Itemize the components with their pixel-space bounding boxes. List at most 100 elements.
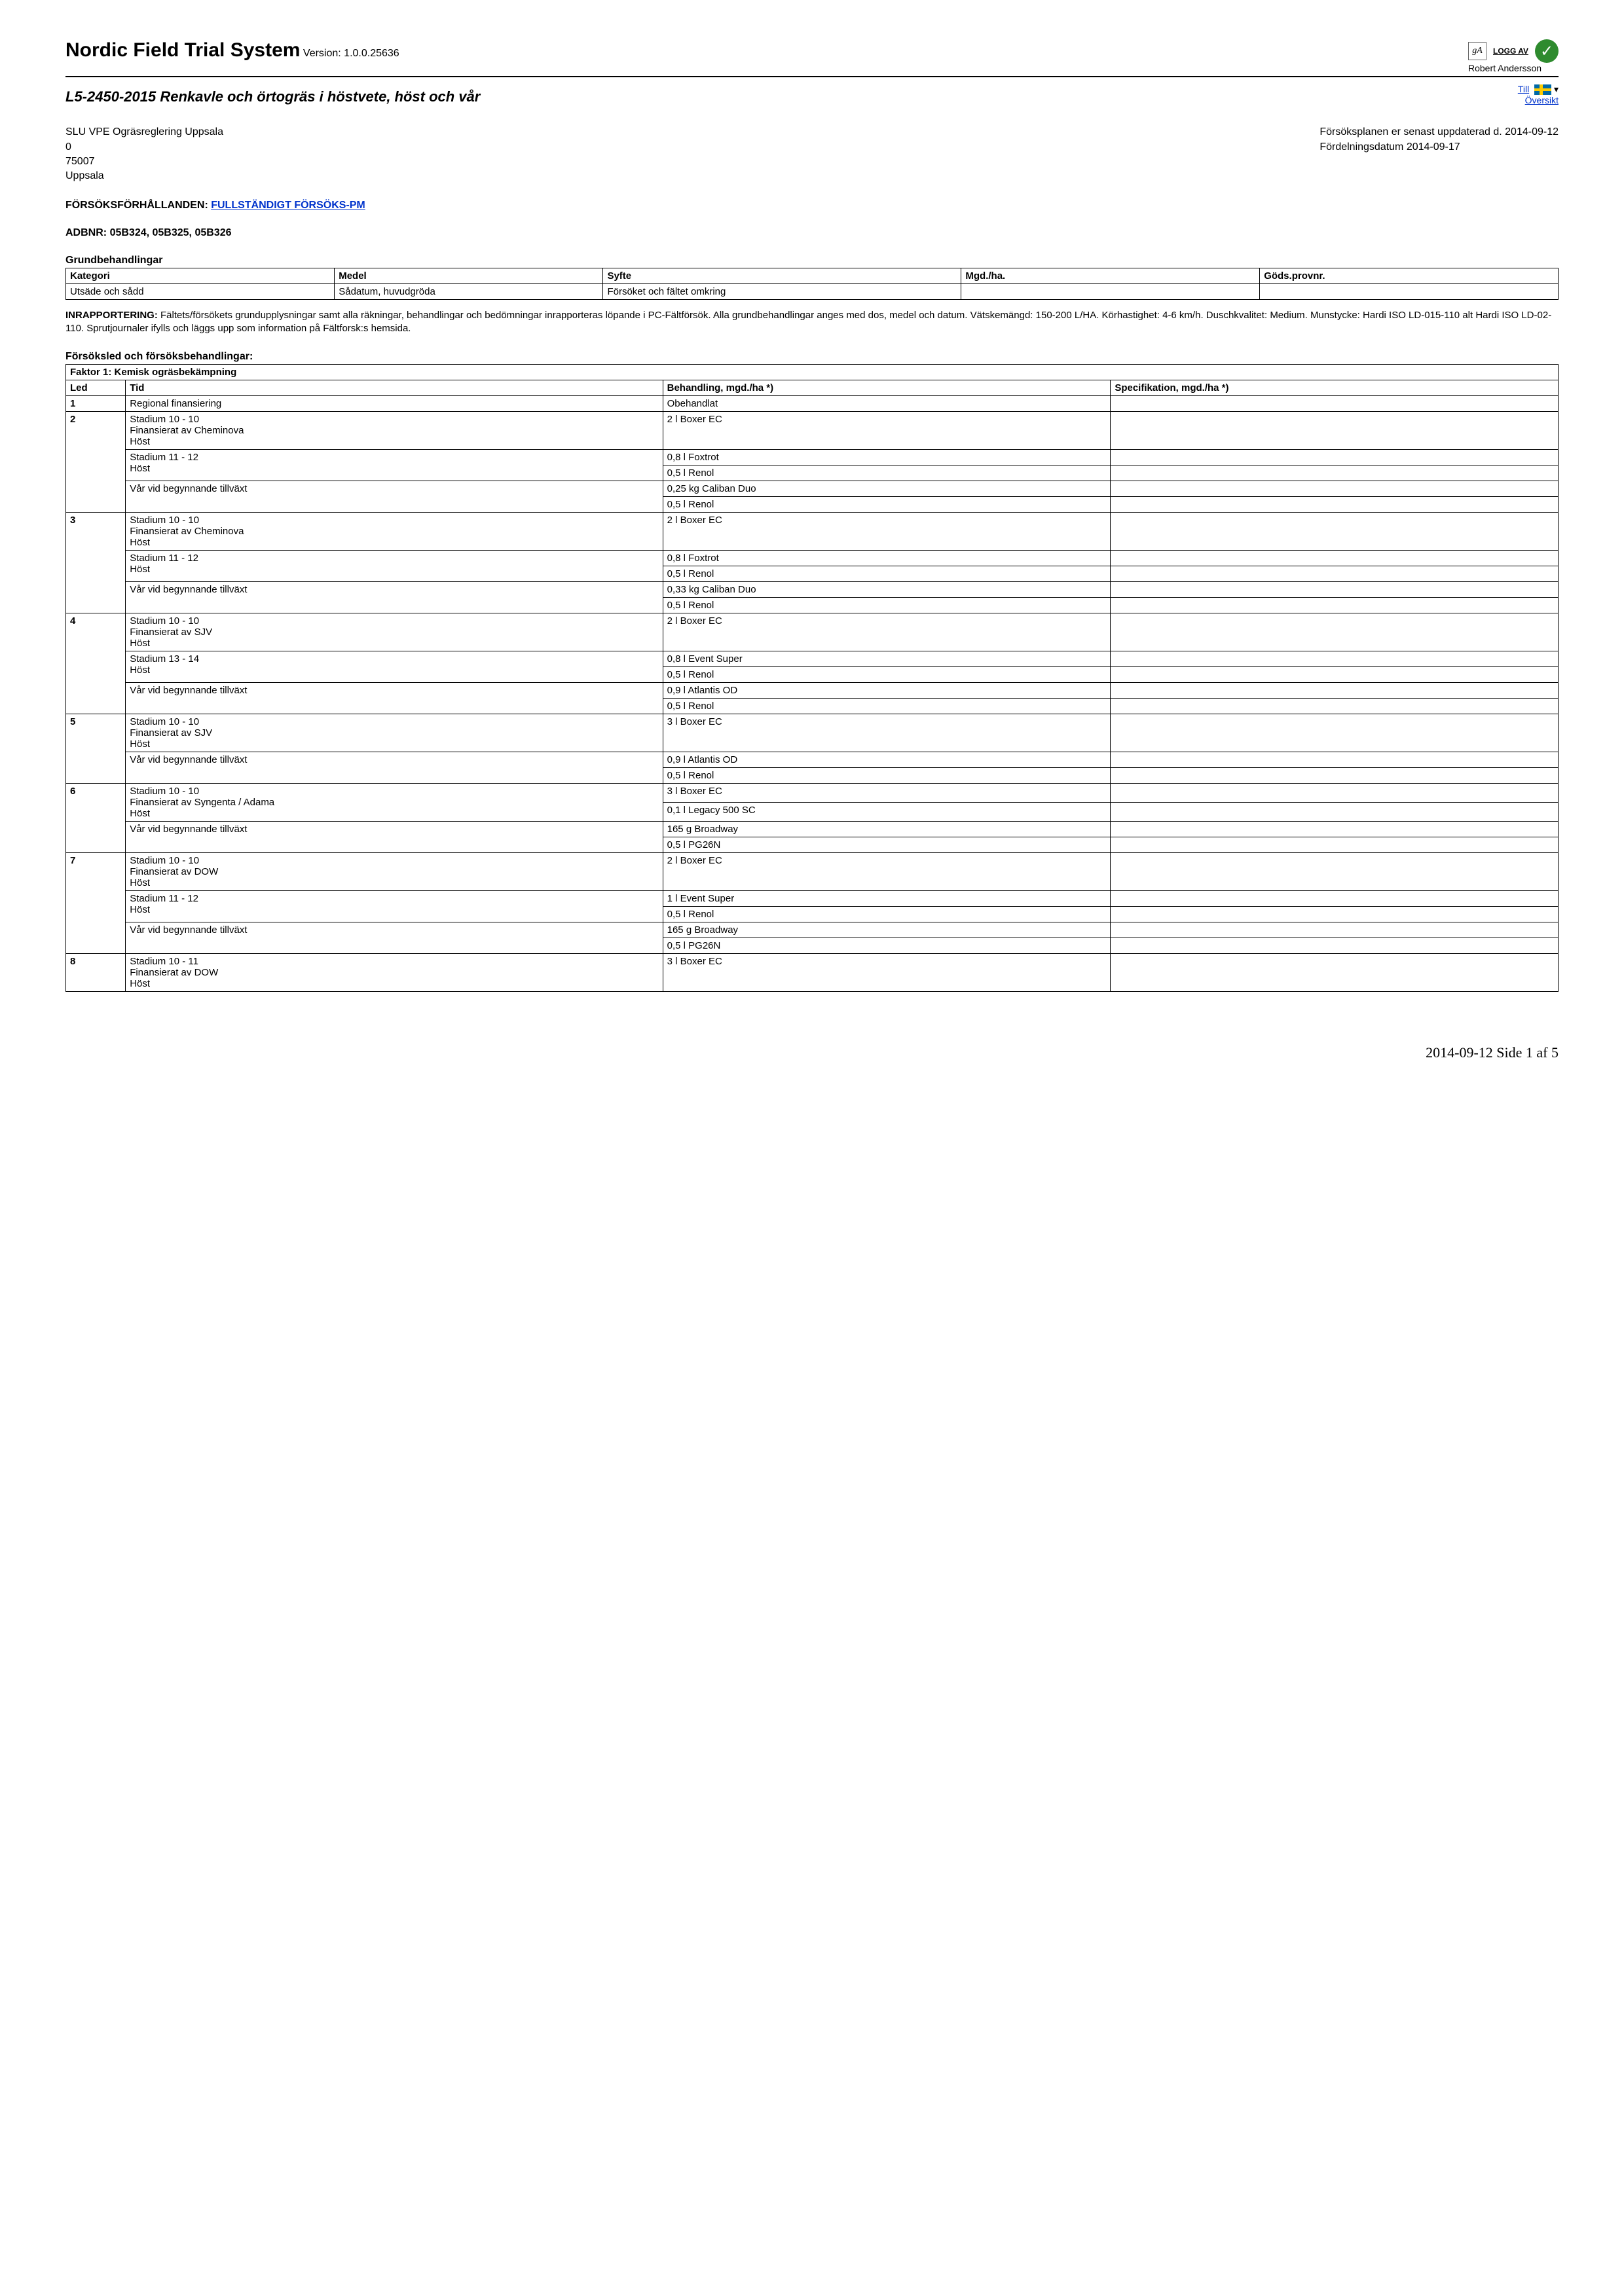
table-row: 8Stadium 10 - 11Finansierat av DOWHöst3 …: [66, 954, 1559, 992]
trial-title: L5-2450-2015 Renkavle och örtogräs i hös…: [65, 88, 480, 105]
th-beh: Behandling, mgd./ha *): [663, 380, 1111, 396]
spec-cell: [1111, 598, 1559, 613]
logg-av-link[interactable]: LOGG AV: [1493, 46, 1528, 56]
tid-cell: Vår vid begynnande tillväxt: [126, 683, 663, 714]
led-cell: 1: [66, 396, 126, 412]
beh-cell: 0,5 l Renol: [663, 667, 1111, 683]
beh-cell: Obehandlat: [663, 396, 1111, 412]
forsoksforhallanden: FÖRSÖKSFÖRHÅLLANDEN: FULLSTÄNDIGT FÖRSÖK…: [65, 200, 1559, 211]
spec-cell: [1111, 803, 1559, 822]
tid-cell: Stadium 10 - 10Finansierat av Syngenta /…: [126, 784, 663, 822]
beh-cell: 0,9 l Atlantis OD: [663, 752, 1111, 768]
th-tid: Tid: [126, 380, 663, 396]
org-zip: 75007: [65, 155, 223, 169]
table-row: 2Stadium 10 - 10Finansierat av Cheminova…: [66, 412, 1559, 450]
grund-c3: [961, 283, 1260, 299]
spec-cell: [1111, 752, 1559, 768]
table-row: 1Regional finansieringObehandlat: [66, 396, 1559, 412]
table-row: 3Stadium 10 - 10Finansierat av Cheminova…: [66, 513, 1559, 551]
check-icon: ✓: [1535, 39, 1559, 63]
grund-title: Grundbehandlingar: [65, 255, 1559, 266]
plan-updated: Försöksplanen er senast uppdaterad d. 20…: [1320, 125, 1559, 139]
beh-cell: 3 l Boxer EC: [663, 954, 1111, 992]
beh-cell: 3 l Boxer EC: [663, 784, 1111, 803]
th-spec: Specifikation, mgd./ha *): [1111, 380, 1559, 396]
beh-cell: 0,8 l Foxtrot: [663, 450, 1111, 465]
fullstandigt-link[interactable]: FULLSTÄNDIGT FÖRSÖKS-PM: [211, 200, 365, 211]
beh-cell: 0,5 l PG26N: [663, 837, 1111, 853]
grund-h0: Kategori: [66, 268, 335, 283]
spec-cell: [1111, 938, 1559, 954]
tid-cell: Stadium 13 - 14Höst: [126, 651, 663, 683]
beh-cell: 0,5 l Renol: [663, 566, 1111, 582]
spec-cell: [1111, 465, 1559, 481]
tid-cell: Stadium 11 - 12Höst: [126, 551, 663, 582]
led-cell: 8: [66, 954, 126, 992]
table-row: 4Stadium 10 - 10Finansierat av SJVHöst2 …: [66, 613, 1559, 651]
spec-cell: [1111, 513, 1559, 551]
tid-cell: Vår vid begynnande tillväxt: [126, 481, 663, 513]
till-link[interactable]: Till: [1518, 84, 1529, 94]
spec-cell: [1111, 396, 1559, 412]
table-row: Vår vid begynnande tillväxt0,33 kg Calib…: [66, 582, 1559, 598]
treat-header-row: Led Tid Behandling, mgd./ha *) Specifika…: [66, 380, 1559, 396]
spec-cell: [1111, 412, 1559, 450]
grund-h3: Mgd./ha.: [961, 268, 1260, 283]
beh-cell: 0,5 l Renol: [663, 598, 1111, 613]
beh-cell: 0,5 l Renol: [663, 465, 1111, 481]
grund-header-row: Kategori Medel Syfte Mgd./ha. Göds.provn…: [66, 268, 1559, 283]
led-cell: 3: [66, 513, 126, 613]
spec-cell: [1111, 450, 1559, 465]
spec-cell: [1111, 667, 1559, 683]
beh-cell: 0,9 l Atlantis OD: [663, 683, 1111, 699]
beh-cell: 0,5 l PG26N: [663, 938, 1111, 954]
beh-cell: 165 g Broadway: [663, 822, 1111, 837]
spec-cell: [1111, 768, 1559, 784]
beh-cell: 0,8 l Event Super: [663, 651, 1111, 667]
version-label: Version: 1.0.0.25636: [303, 48, 399, 59]
led-cell: 2: [66, 412, 126, 513]
beh-cell: 0,5 l Renol: [663, 907, 1111, 922]
grund-h4: Göds.provnr.: [1260, 268, 1559, 283]
tid-cell: Stadium 10 - 10Finansierat av CheminovaH…: [126, 412, 663, 450]
spec-cell: [1111, 714, 1559, 752]
table-row: Vår vid begynnande tillväxt165 g Broadwa…: [66, 822, 1559, 837]
table-row: Stadium 11 - 12Höst0,8 l Foxtrot: [66, 551, 1559, 566]
tid-cell: Stadium 10 - 10Finansierat av SJVHöst: [126, 714, 663, 752]
spec-cell: [1111, 784, 1559, 803]
table-row: Stadium 11 - 12Höst1 l Event Super: [66, 891, 1559, 907]
led-cell: 6: [66, 784, 126, 853]
spec-cell: [1111, 551, 1559, 566]
beh-cell: 0,1 l Legacy 500 SC: [663, 803, 1111, 822]
tid-cell: Regional finansiering: [126, 396, 663, 412]
table-row: 6Stadium 10 - 10Finansierat av Syngenta …: [66, 784, 1559, 803]
table-row: Stadium 11 - 12Höst0,8 l Foxtrot: [66, 450, 1559, 465]
adb-line: ADBNR: 05B324, 05B325, 05B326: [65, 227, 1559, 239]
subheader: L5-2450-2015 Renkavle och örtogräs i hös…: [65, 84, 1559, 105]
spec-cell: [1111, 837, 1559, 853]
header-right: gA LOGG AV ✓ Robert Andersson: [1468, 39, 1559, 73]
info-right: Försöksplanen er senast uppdaterad d. 20…: [1320, 125, 1559, 184]
faktor-row: Faktor 1: Kemisk ogräsbekämpning: [66, 365, 1559, 380]
beh-cell: 2 l Boxer EC: [663, 412, 1111, 450]
tid-cell: Vår vid begynnande tillväxt: [126, 822, 663, 853]
table-row: 5Stadium 10 - 10Finansierat av SJVHöst3 …: [66, 714, 1559, 752]
page-header: Nordic Field Trial System Version: 1.0.0…: [65, 39, 1559, 77]
spec-cell: [1111, 683, 1559, 699]
table-row: Vår vid begynnande tillväxt0,9 l Atlanti…: [66, 683, 1559, 699]
led-cell: 4: [66, 613, 126, 714]
org-name: SLU VPE Ogräsreglering Uppsala: [65, 125, 223, 139]
grund-c0: Utsäde och sådd: [66, 283, 335, 299]
oversikt-link[interactable]: Översikt: [1525, 95, 1559, 105]
footer-page: Side 1 af 5: [1496, 1044, 1559, 1061]
led-cell: 5: [66, 714, 126, 784]
grund-row: Utsäde och sådd Sådatum, huvudgröda Förs…: [66, 283, 1559, 299]
tid-cell: Vår vid begynnande tillväxt: [126, 582, 663, 613]
spec-cell: [1111, 822, 1559, 837]
flag-icon: [1534, 84, 1551, 95]
spec-cell: [1111, 853, 1559, 891]
spec-cell: [1111, 891, 1559, 907]
table-row: Stadium 13 - 14Höst0,8 l Event Super: [66, 651, 1559, 667]
inrapport-para: INRAPPORTERING: Fältets/försökets grundu…: [65, 309, 1559, 336]
table-row: Vår vid begynnande tillväxt0,25 kg Calib…: [66, 481, 1559, 497]
